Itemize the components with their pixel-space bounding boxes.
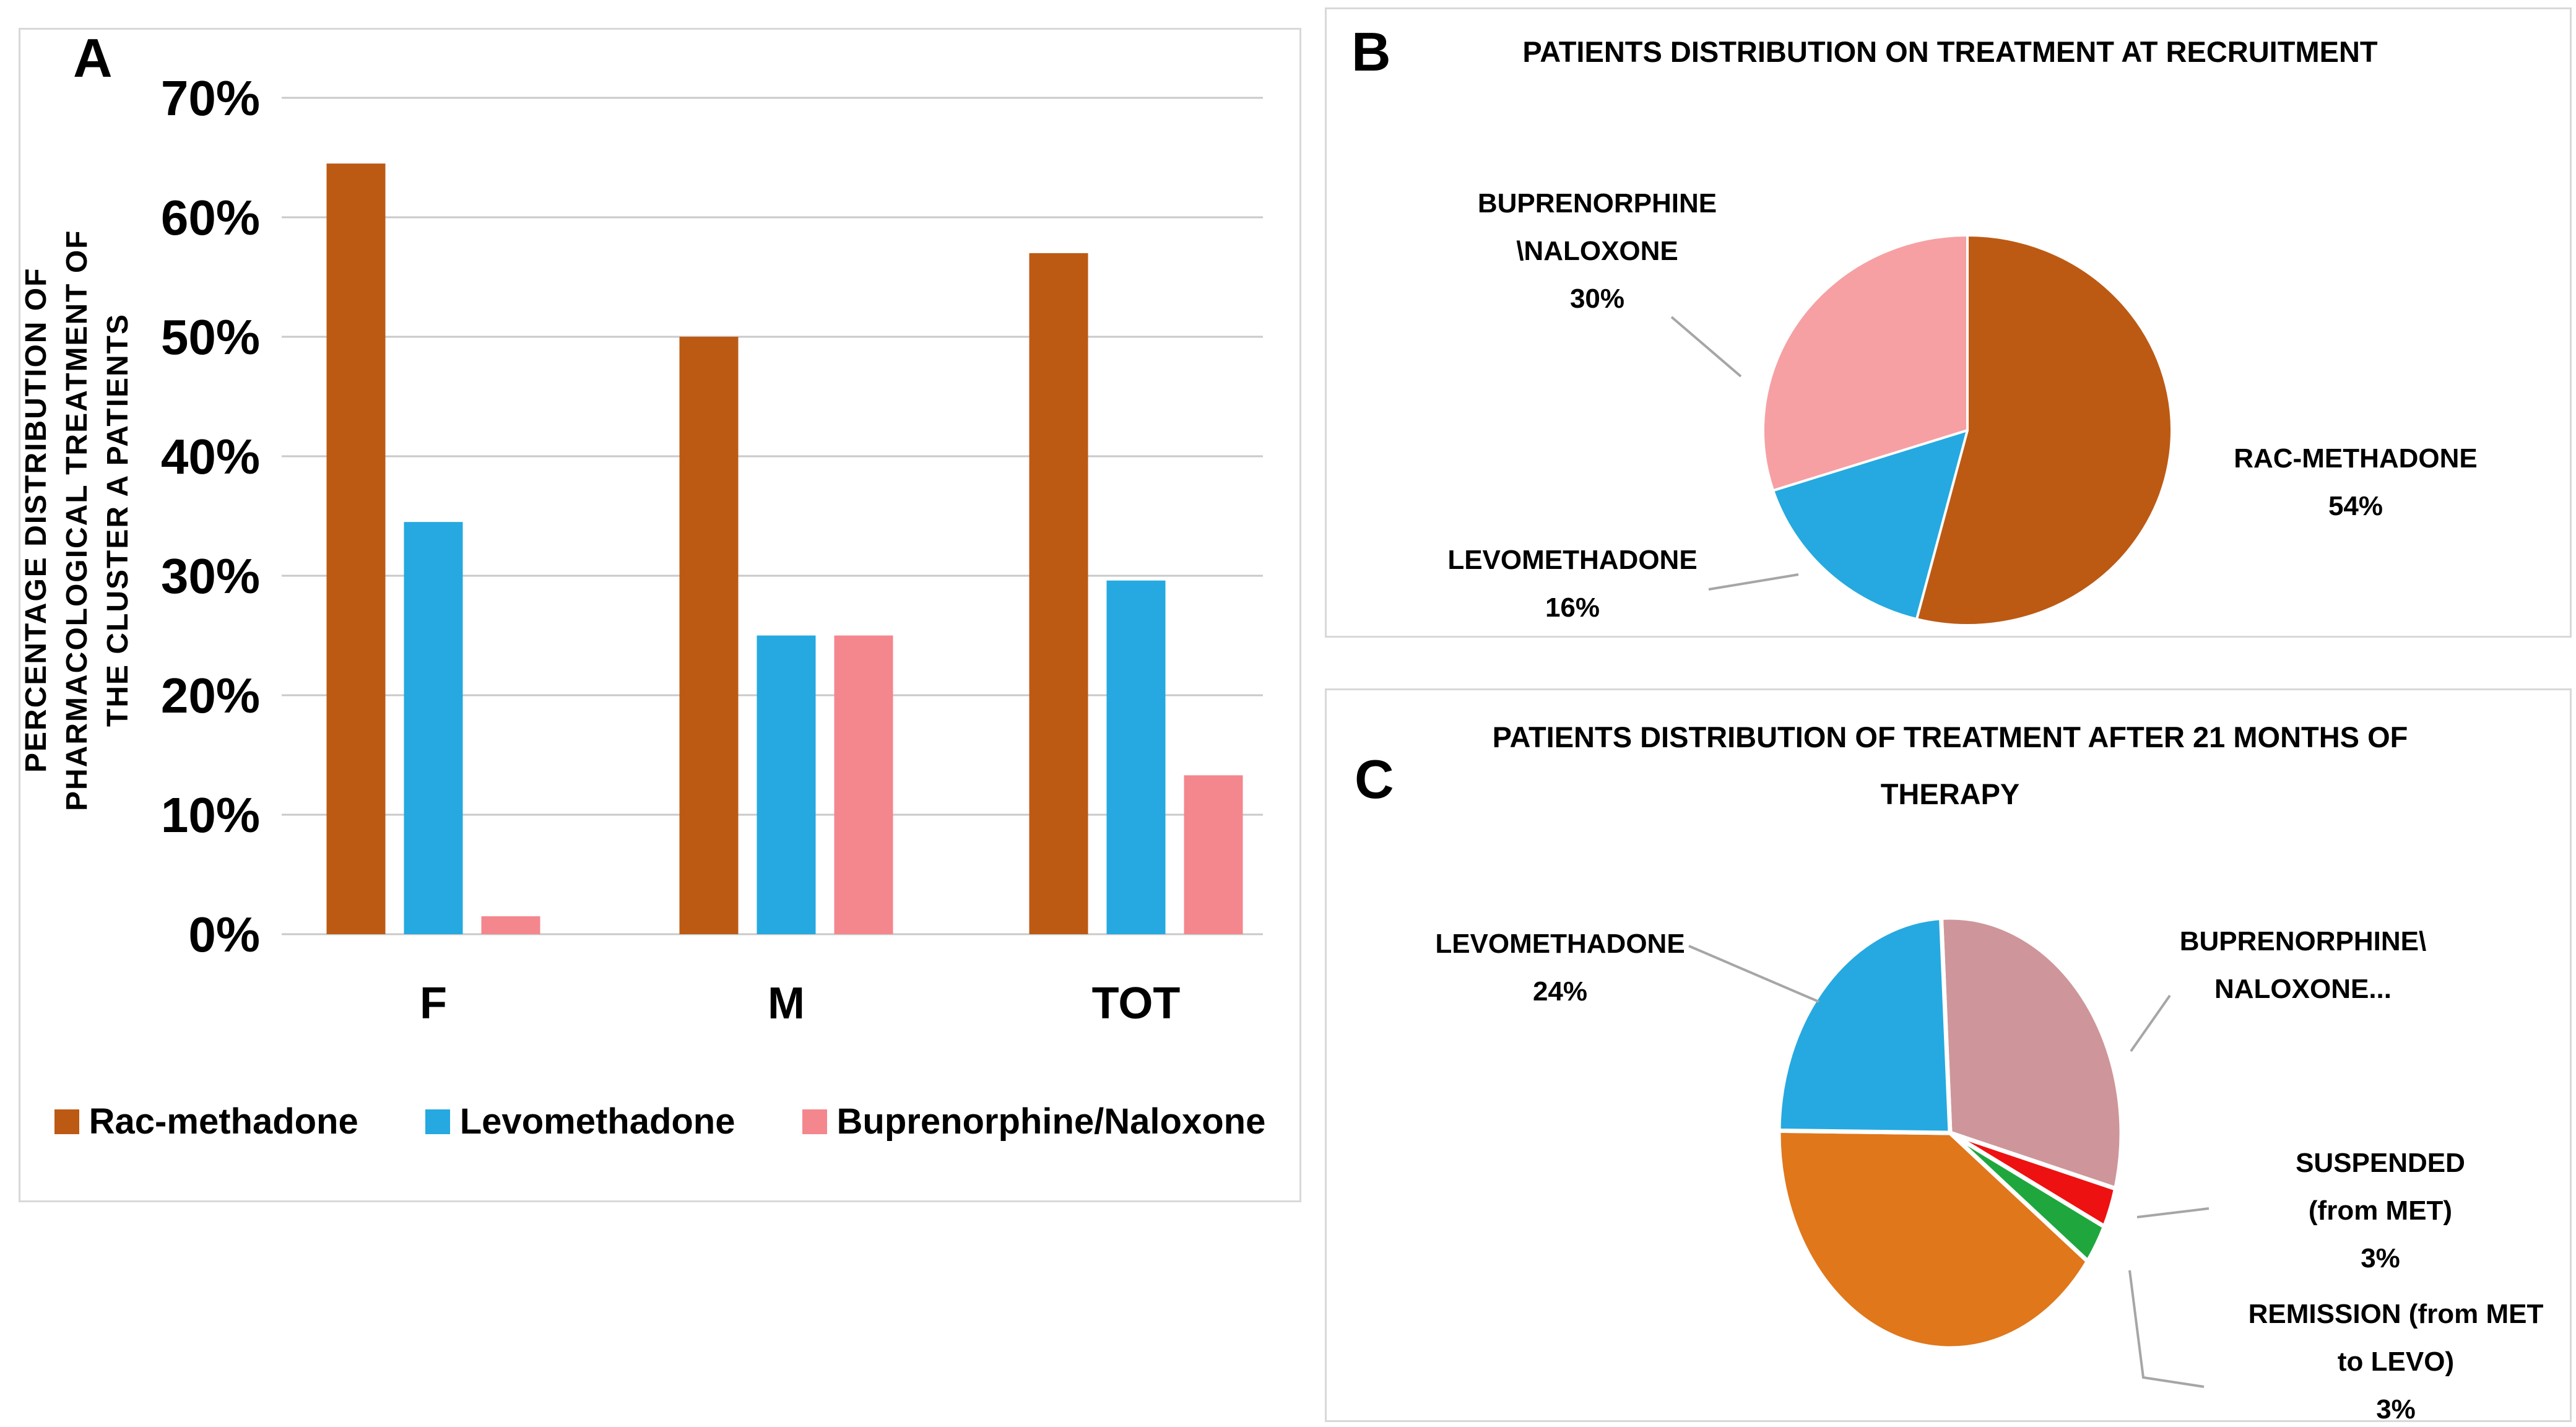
pie-b-recruitment: [1761, 234, 2173, 627]
legend-label: Buprenorphine/Naloxone: [836, 1101, 1266, 1142]
pie-c-label-levomethadone: LEVOMETHADONE 24%: [1381, 920, 1740, 1015]
pie-slice-rac-methadone: [1915, 234, 2173, 627]
pie-c-bupre-line-1: BUPRENORPHINE\: [2179, 926, 2427, 956]
pie-c-susp-value: 3%: [2361, 1243, 2400, 1273]
pie-b-bupre-value: 30%: [1569, 284, 1625, 314]
legend-swatch-icon: [54, 1109, 79, 1134]
pie-b-label-buprenorphine-naloxone: BUPRENORPHINE \NALOXONE 30%: [1418, 180, 1777, 323]
pie-c-bupre-line-2: NALOXONE...: [2214, 974, 2392, 1004]
pie-c-remiss-value: 3%: [2376, 1394, 2416, 1425]
panel-letter-b: B: [1351, 21, 1391, 82]
pie-c-after-21-months: [1776, 915, 2124, 1351]
pie-b-rac-line-1: RAC-METHADONE: [2234, 443, 2478, 474]
panel-c-title: PATIENTS DISTRIBUTION OF TREATMENT AFTER…: [1418, 709, 2483, 823]
bar-TOT-3: [1184, 775, 1243, 934]
bar-TOT-2: [1106, 580, 1166, 934]
pie-slice-levomethadone: [1772, 429, 1969, 621]
category-label-TOT: TOT: [1092, 979, 1181, 1028]
legend-swatch-icon: [802, 1109, 827, 1134]
y-tick-20%: 20%: [161, 668, 260, 723]
pie-b-label-rac-methadone: RAC-METHADONE 54%: [2170, 435, 2541, 530]
y-tick-50%: 50%: [161, 310, 260, 365]
panel-letter-c: C: [1355, 748, 1394, 810]
legend-label: Levomethadone: [459, 1101, 735, 1142]
y-tick-10%: 10%: [161, 787, 260, 843]
pie-c-levo-value: 24%: [1532, 976, 1588, 1007]
pie-b-label-levomethadone: LEVOMETHADONE 16%: [1393, 536, 1752, 631]
bar-M-2: [757, 635, 816, 934]
pie-label-leader-lines: [1670, 316, 2210, 1388]
bar-F-1: [326, 163, 386, 934]
panel-c-title-line-1: PATIENTS DISTRIBUTION OF TREATMENT AFTER…: [1492, 721, 2408, 753]
pie-b-rac-value: 54%: [2328, 491, 2383, 521]
y-tick-70%: 70%: [161, 71, 260, 126]
pie-b-levo-value: 16%: [1545, 592, 1600, 623]
bar-M-1: [679, 337, 739, 934]
bar-chart-y-tick-labels: 0% 10% 20% 30% 40% 50% 60% 70%: [161, 71, 260, 962]
pie-c-susp-line-2: (from MET): [2308, 1195, 2453, 1226]
legend-label: Rac-methadone: [89, 1101, 358, 1142]
panel-b-title: PATIENTS DISTRIBUTION ON TREATMENT AT RE…: [1522, 35, 2378, 68]
y-tick-0%: 0%: [188, 907, 260, 962]
bar-chart-category-labels: F M TOT: [420, 979, 1180, 1028]
bar-series-levomethadone: [404, 522, 1166, 934]
pie-c-label-buprenorphine-naloxone: BUPRENORPHINE\ NALOXONE...: [2117, 917, 2489, 1013]
pie-slice-levomethadone: [1776, 915, 1953, 1135]
category-label-F: F: [420, 979, 447, 1028]
category-label-M: M: [768, 979, 805, 1028]
y-tick-30%: 30%: [161, 549, 260, 604]
pie-b-bupre-line-1: BUPRENORPHINE: [1477, 188, 1717, 219]
y-tick-40%: 40%: [161, 429, 260, 484]
bar-M-3: [834, 635, 893, 934]
y-tick-60%: 60%: [161, 190, 260, 245]
pie-slice-rac-methadone: [1776, 1128, 2090, 1351]
y-axis-title-line-3: THE CLUSTER A PATIENTS: [102, 313, 134, 727]
bar-F-2: [404, 522, 463, 934]
y-axis-title: PERCENTAGE DISTRIBUTION OF PHARMACOLOGIC…: [16, 105, 144, 935]
panel-c-title-line-2: THERAPY: [1880, 778, 2020, 810]
bar-F-3: [481, 916, 540, 934]
pie-c-remiss-line-1: REMISSION (from MET: [2248, 1299, 2544, 1329]
bar-TOT-1: [1029, 253, 1088, 934]
bar-chart-legend: Rac-methadone Levomethadone Buprenorphine/…: [19, 1101, 1301, 1142]
panel-letter-a: A: [73, 27, 113, 89]
bar-series-rac-methadone: [326, 163, 1088, 934]
pie-slice-buprenorphine-naloxone: [1939, 915, 2124, 1191]
y-axis-title-line-2: PHARMACOLOGICAL TREATMENT OF: [61, 229, 93, 811]
pie-slice-buprenorphine-naloxone: [1761, 234, 1969, 492]
legend-item-buprenorphine-naloxone: Buprenorphine/Naloxone: [802, 1101, 1266, 1142]
pie-c-levo-line-1: LEVOMETHADONE: [1435, 929, 1685, 959]
pie-c-label-remission: REMISSION (from MET to LEVO) 3%: [2210, 1290, 2576, 1427]
pie-b-levo-line-1: LEVOMETHADONE: [1447, 545, 1698, 575]
pie-c-label-suspended: SUSPENDED (from MET) 3%: [2207, 1139, 2554, 1282]
y-axis-title-line-1: PERCENTAGE DISTRIBUTION OF: [20, 267, 53, 773]
legend-item-rac-methadone: Rac-methadone: [54, 1101, 358, 1142]
pie-c-remiss-line-2: to LEVO): [2337, 1347, 2455, 1377]
legend-swatch-icon: [425, 1109, 450, 1134]
legend-item-levomethadone: Levomethadone: [425, 1101, 735, 1142]
pie-c-susp-line-1: SUSPENDED: [2296, 1148, 2465, 1178]
pie-b-bupre-line-2: \NALOXONE: [1516, 236, 1678, 266]
bar-series-buprenorphine-naloxone: [481, 635, 1243, 934]
